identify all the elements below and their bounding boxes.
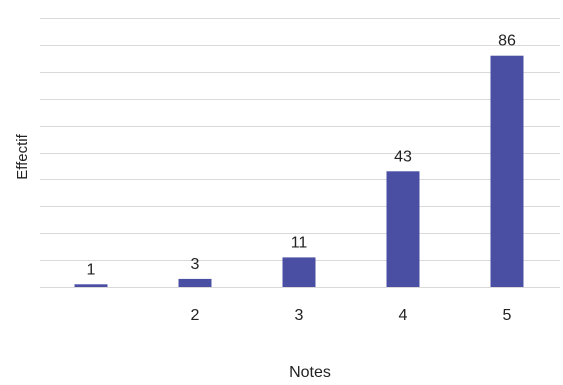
bars	[74, 55, 524, 288]
data-label-5: 86	[498, 33, 516, 50]
data-label-4: 43	[394, 148, 412, 165]
data-label-2: 3	[191, 256, 200, 273]
bar-4	[386, 171, 420, 287]
x-tick-label-4: 4	[399, 307, 408, 324]
x-tick-labels: 2 3 4 5	[191, 307, 512, 324]
gridlines	[40, 18, 560, 288]
data-label-3: 11	[291, 234, 308, 251]
data-labels: 1 3 11 43 86	[87, 33, 516, 279]
data-label-1: 1	[87, 261, 96, 278]
bar-3	[282, 257, 316, 287]
x-tick-label-5: 5	[503, 307, 512, 324]
y-axis-title: Effectif	[14, 133, 31, 179]
x-axis-title: Notes	[289, 364, 331, 380]
bar-1	[74, 284, 108, 287]
bar-5	[490, 55, 524, 288]
x-tick-label-2: 2	[191, 307, 200, 324]
x-tick-label-3: 3	[295, 307, 304, 324]
bar-2	[178, 278, 212, 287]
